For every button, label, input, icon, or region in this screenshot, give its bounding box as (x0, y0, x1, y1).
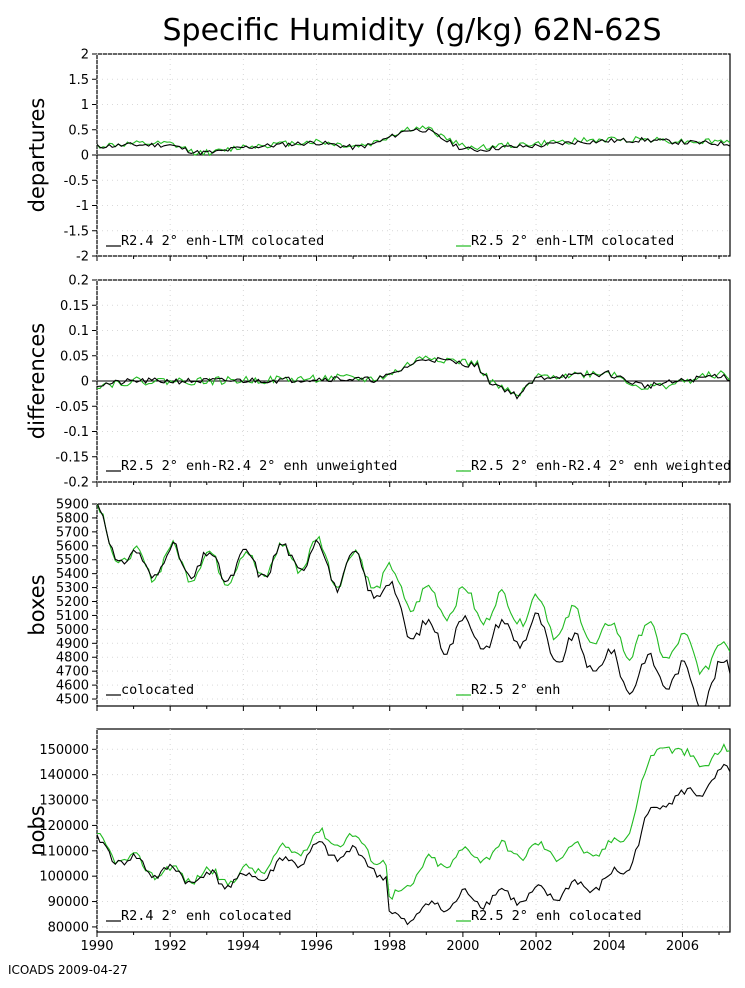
y-tick-label: -0.5 (64, 174, 89, 189)
x-tick-label: 1992 (154, 939, 187, 954)
y-tick-label: 0 (81, 375, 89, 390)
y-tick-label: 4900 (56, 637, 89, 652)
x-tick-label: 2002 (520, 939, 553, 954)
y-tick-label: 4600 (56, 679, 89, 694)
y-tick-label: -0.05 (55, 400, 89, 415)
legend-entry: colocated (121, 682, 194, 698)
y-tick-label: 4700 (56, 665, 89, 680)
y-tick-label: 0.15 (60, 299, 89, 314)
series-line-2 (97, 355, 730, 397)
y-tick-label: 90000 (48, 895, 89, 910)
y-tick-label: 5900 (56, 498, 89, 513)
chart-title: Specific Humidity (g/kg) 62N-62S (162, 13, 661, 48)
chart-panel-departures: -2 -1.5 -1 -0.5 0 0.5 1 1.5 2 departures R2.4 2° e… (25, 48, 731, 265)
y-tick-label: 1 (81, 98, 89, 113)
y-tick-label: 5000 (56, 623, 89, 638)
y-tick-label: 2 (81, 48, 89, 63)
legend-entry: R2.4 2° enh colocated (121, 908, 292, 924)
y-tick-label: 1.5 (68, 73, 89, 88)
series-line-1 (97, 763, 730, 926)
y-tick-label: 5800 (56, 511, 89, 526)
legend-entry: R2.5 2° enh-R2.4 2° enh unweighted (121, 458, 397, 474)
x-tick-label: 2006 (666, 939, 699, 954)
y-tick-label: 4500 (56, 693, 89, 708)
y-tick-label: 5600 (56, 539, 89, 554)
series-line-2 (97, 743, 730, 900)
y-tick-label: 120000 (39, 819, 89, 834)
plot-frame (96, 728, 731, 933)
y-tick-label: 0.2 (68, 274, 89, 289)
y-tick-label: 5400 (56, 567, 89, 582)
legend-entry: R2.4 2° enh-LTM colocated (121, 233, 324, 249)
x-tick-label: 1998 (373, 939, 406, 954)
y-tick-label: 0.5 (68, 123, 89, 138)
legend-entry: R2.5 2° enh colocated (471, 908, 642, 924)
y-axis-label: differences (25, 323, 49, 439)
legend-entry: R2.5 2° enh-R2.4 2° enh weighted (471, 458, 731, 474)
y-tick-label: 80000 (48, 920, 89, 935)
chart-panel-differences: -0.2 -0.15 -0.1 -0.05 0 0.05 0.1 0.15 0.2 differe… (25, 274, 731, 491)
series-line-1 (97, 504, 730, 706)
y-tick-label: -0.15 (55, 450, 89, 465)
y-tick-label: 4800 (56, 651, 89, 666)
footer-label: ICOADS 2009-04-27 (8, 963, 128, 977)
y-axis-label: boxes (25, 574, 49, 635)
x-tick-label: 1990 (80, 939, 113, 954)
x-tick-label: 2000 (446, 939, 479, 954)
y-tick-label: -0.1 (64, 425, 89, 440)
chart-panel-boxes: 4500460047004800490050005100520053005400… (25, 498, 731, 711)
y-tick-label: -2 (76, 250, 89, 265)
y-axis-label: departures (25, 98, 49, 213)
y-tick-label: 110000 (39, 844, 89, 859)
y-tick-label: 5100 (56, 609, 89, 624)
y-tick-label: -1 (76, 199, 89, 214)
y-axis-label: nobs (25, 805, 49, 855)
x-tick-label: 1994 (227, 939, 260, 954)
series-line-1 (97, 356, 730, 400)
y-tick-label: 150000 (39, 743, 89, 758)
series-line-2 (97, 504, 730, 676)
legend-entry: R2.5 2° enh (471, 682, 560, 698)
plot-frame (96, 503, 731, 707)
y-tick-label: 0 (81, 149, 89, 164)
y-tick-label: 0.05 (60, 349, 89, 364)
legend-entry: R2.5 2° enh-LTM colocated (471, 233, 674, 249)
chart-panel-nobs: 80000 90000 100000 110000 120000 130000 140000… (25, 728, 731, 954)
y-tick-label: -0.2 (64, 476, 89, 491)
series-line-1 (97, 127, 730, 156)
y-tick-label: 140000 (39, 768, 89, 783)
x-tick-label: 1996 (300, 939, 333, 954)
y-tick-label: 0.1 (68, 324, 89, 339)
y-tick-label: 5700 (56, 525, 89, 540)
y-tick-label: 5300 (56, 581, 89, 596)
y-tick-label: 5500 (56, 553, 89, 568)
y-tick-label: -1.5 (64, 224, 89, 239)
y-tick-label: 130000 (39, 794, 89, 809)
y-tick-label: 5200 (56, 595, 89, 610)
x-tick-label: 2004 (593, 939, 626, 954)
y-tick-label: 100000 (39, 870, 89, 885)
